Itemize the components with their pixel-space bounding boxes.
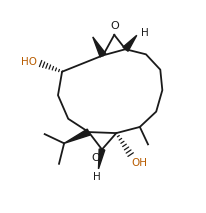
Polygon shape	[64, 129, 90, 143]
Text: O: O	[110, 21, 119, 31]
Text: O: O	[91, 153, 100, 163]
Text: OH: OH	[132, 158, 148, 168]
Text: H: H	[93, 172, 101, 182]
Polygon shape	[98, 149, 105, 169]
Text: HO: HO	[21, 57, 36, 67]
Polygon shape	[93, 37, 106, 57]
Polygon shape	[123, 35, 137, 51]
Text: H: H	[141, 28, 149, 38]
